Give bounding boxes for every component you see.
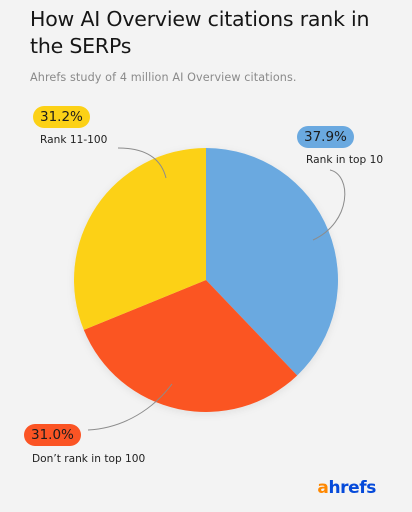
slice-11-100 <box>74 148 207 330</box>
leader-top10 <box>312 169 346 241</box>
slice-not-top100-label: Don’t rank in top 100 <box>32 453 146 465</box>
chart-subtitle: Ahrefs study of 4 million AI Overview ci… <box>30 71 297 84</box>
chart-title: How AI Overview citations rank in the SE… <box>30 7 370 58</box>
slice-not-top100 <box>83 280 298 412</box>
slice-11-100-value: 31.2% <box>33 106 90 128</box>
slice-11-100-label: Rank 11-100 <box>40 134 108 146</box>
ahrefs-logo: ahrefs <box>317 478 376 498</box>
slice-top10-label: Rank in top 10 <box>306 154 384 166</box>
slice-top10-value: 37.9% <box>297 126 354 148</box>
slice-not-top100-value: 31.0% <box>24 424 81 446</box>
leader-11-100 <box>117 147 167 179</box>
slice-top10 <box>206 148 338 376</box>
leader-not-top100 <box>87 383 173 431</box>
